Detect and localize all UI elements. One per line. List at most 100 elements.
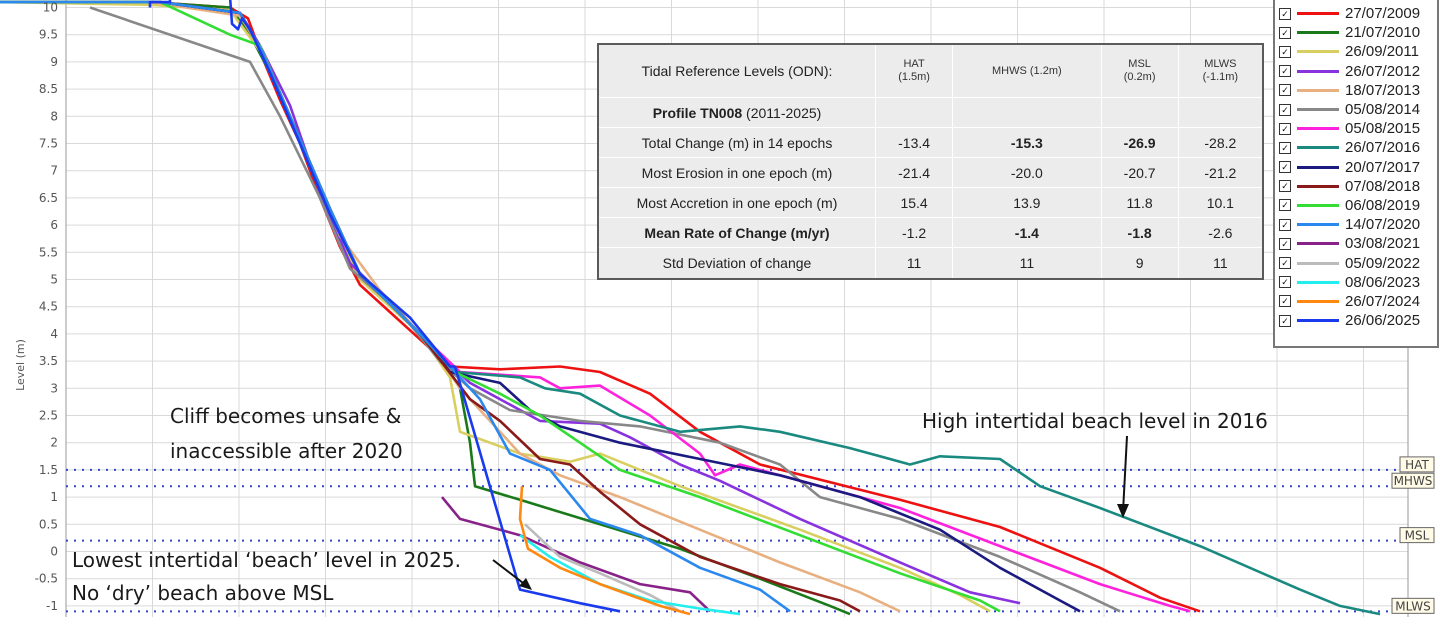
legend-item[interactable]: ✓ 26/07/2012: [1275, 62, 1437, 81]
legend-item[interactable]: ✓ 18/07/2013: [1275, 81, 1437, 100]
legend-swatch: [1297, 127, 1339, 130]
y-tick-label: 1: [50, 490, 58, 504]
legend-checkbox[interactable]: ✓: [1279, 46, 1291, 58]
legend-checkbox[interactable]: ✓: [1279, 8, 1291, 20]
profile-name: Profile TN008: [653, 105, 742, 121]
y-tick-label: 6: [50, 218, 58, 232]
y-tick-label: 1.5: [39, 463, 58, 477]
legend-checkbox[interactable]: ✓: [1279, 84, 1291, 96]
legend-label: 14/07/2020: [1345, 216, 1420, 233]
legend-checkbox[interactable]: ✓: [1279, 238, 1291, 250]
legend-swatch: [1297, 89, 1339, 92]
legend-label: 26/09/2011: [1345, 43, 1419, 60]
legend-swatch: [1297, 12, 1339, 15]
col-hat-name: HAT: [903, 58, 924, 70]
col-mhws-name: MHWS (1.2m): [992, 65, 1062, 77]
legend-checkbox[interactable]: ✓: [1279, 65, 1291, 77]
stats-table: Tidal Reference Levels (ODN): HAT (1.5m) …: [597, 43, 1264, 280]
legend-item[interactable]: ✓ 07/08/2018: [1275, 177, 1437, 196]
legend-label: 08/06/2023: [1345, 274, 1420, 291]
legend-swatch: [1297, 262, 1339, 265]
legend-item[interactable]: ✓ 26/07/2016: [1275, 138, 1437, 157]
legend-item[interactable]: ✓ 21/07/2010: [1275, 23, 1437, 42]
legend-checkbox[interactable]: ✓: [1279, 295, 1291, 307]
legend-item[interactable]: ✓ 27/07/2009: [1275, 4, 1437, 23]
cell: 10.1: [1178, 188, 1263, 218]
legend-checkbox[interactable]: ✓: [1279, 180, 1291, 192]
table-title: Tidal Reference Levels (ODN):: [598, 44, 876, 98]
legend-checkbox[interactable]: ✓: [1279, 161, 1291, 173]
legend-label: 26/07/2024: [1345, 293, 1420, 310]
y-tick-label: -1: [46, 599, 58, 613]
ref-label-mhws: MHWS: [1394, 474, 1433, 488]
legend-item[interactable]: ✓ 26/06/2025: [1275, 311, 1437, 330]
cell: -20.0: [953, 158, 1101, 188]
y-axis-label: Level (m): [14, 339, 27, 391]
cell: -15.3: [953, 128, 1101, 158]
legend-label: 05/08/2014: [1345, 101, 1420, 118]
legend-item[interactable]: ✓ 14/07/2020: [1275, 215, 1437, 234]
annotation-arrow-high-beach: [1117, 436, 1129, 518]
ref-label-mlws: MLWS: [1395, 599, 1430, 613]
legend-checkbox[interactable]: ✓: [1279, 27, 1291, 39]
y-tick-label: 4.5: [39, 300, 58, 314]
legend-label: 07/08/2018: [1345, 178, 1420, 195]
y-tick-labels: 10 9.5 9 8.5 8 7.5 7 6.5 6 5.5 5 4.5 4 3.5 3 2.5 2 1.5 1 0.…: [35, 1, 58, 613]
y-tick-label: 9.5: [39, 28, 58, 42]
table-header-row: Tidal Reference Levels (ODN): HAT (1.5m) …: [598, 44, 1263, 98]
legend-label: 05/09/2022: [1345, 255, 1420, 272]
legend-checkbox[interactable]: ✓: [1279, 257, 1291, 269]
cell: -1.2: [876, 218, 953, 248]
y-tick-label: 4: [50, 327, 58, 341]
y-tick-label: 9: [50, 55, 58, 69]
series-line-05-09-2022: [525, 524, 680, 611]
legend-checkbox[interactable]: ✓: [1279, 219, 1291, 231]
legend-swatch: [1297, 108, 1339, 111]
annotation-high-beach: High intertidal beach level in 2016: [922, 409, 1268, 433]
legend-label: 05/08/2015: [1345, 120, 1420, 137]
cell: 11: [1178, 248, 1263, 279]
legend-item[interactable]: ✓ 06/08/2019: [1275, 196, 1437, 215]
series-line-08-06-2023: [520, 535, 740, 614]
legend-item[interactable]: ✓ 05/09/2022: [1275, 253, 1437, 272]
legend-label: 21/07/2010: [1345, 24, 1420, 41]
legend-swatch: [1297, 31, 1339, 34]
row-label: Total Change (m) in 14 epochs: [598, 128, 876, 158]
table-row: Most Accretion in one epoch (m) 15.4 13.…: [598, 188, 1263, 218]
cell: -21.4: [876, 158, 953, 188]
legend-swatch: [1297, 50, 1339, 53]
series-line-03-08-2021: [442, 497, 710, 611]
col-hat-sub: (1.5m): [898, 71, 930, 83]
table-row: Std Deviation of change 11 11 9 11: [598, 248, 1263, 279]
cell: 11.8: [1101, 188, 1178, 218]
y-tick-label: -0.5: [35, 572, 58, 586]
row-label: Most Erosion in one epoch (m): [598, 158, 876, 188]
legend-checkbox[interactable]: ✓: [1279, 315, 1291, 327]
cell: -2.6: [1178, 218, 1263, 248]
legend-checkbox[interactable]: ✓: [1279, 276, 1291, 288]
legend-checkbox[interactable]: ✓: [1279, 199, 1291, 211]
legend-item[interactable]: ✓ 26/09/2011: [1275, 42, 1437, 61]
legend-item[interactable]: ✓ 26/07/2024: [1275, 292, 1437, 311]
legend-label: 26/06/2025: [1345, 312, 1420, 329]
y-tick-label: 10: [43, 1, 58, 15]
y-tick-label: 2.5: [39, 409, 58, 423]
legend-checkbox[interactable]: ✓: [1279, 142, 1291, 154]
beach-profile-chart: HAT MHWS MSL MLWS 10 9.5 9 8.5 8 7.5 7 6.5 6 5.5 5 4.5…: [0, 0, 1440, 617]
profile-years: (2011-2025): [742, 105, 821, 121]
y-tick-label: 0.5: [39, 517, 58, 531]
y-tick-label: 7: [50, 164, 58, 178]
legend-item[interactable]: ✓ 08/06/2023: [1275, 273, 1437, 292]
legend-item[interactable]: ✓ 05/08/2014: [1275, 100, 1437, 119]
legend-checkbox[interactable]: ✓: [1279, 104, 1291, 116]
table-row: Mean Rate of Change (m/yr) -1.2 -1.4 -1.…: [598, 218, 1263, 248]
cell: -28.2: [1178, 128, 1263, 158]
col-hat: HAT (1.5m): [876, 44, 953, 98]
legend-item[interactable]: ✓ 20/07/2017: [1275, 158, 1437, 177]
legend-checkbox[interactable]: ✓: [1279, 123, 1291, 135]
col-mhws: MHWS (1.2m): [953, 44, 1101, 98]
legend-item[interactable]: ✓ 03/08/2021: [1275, 234, 1437, 253]
table-profile-row: Profile TN008 (2011-2025): [598, 98, 1263, 128]
cell: -1.4: [953, 218, 1101, 248]
legend-item[interactable]: ✓ 05/08/2015: [1275, 119, 1437, 138]
